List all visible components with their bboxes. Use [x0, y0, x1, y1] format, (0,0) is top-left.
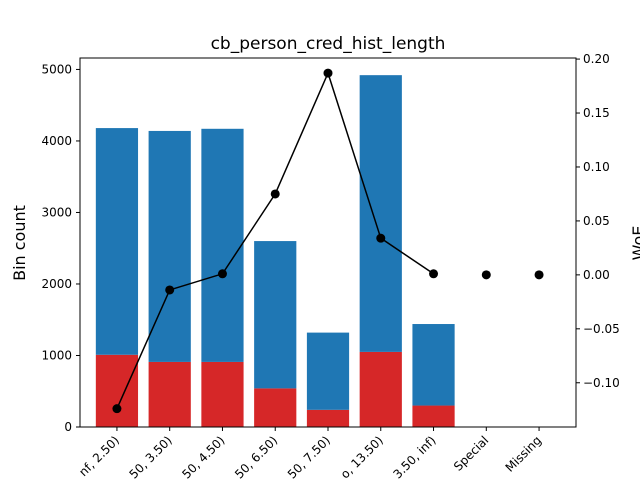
x-tick-label-0: nf, 2.50)	[76, 433, 122, 479]
x-tick-label-6: 3.50, inf)	[390, 433, 438, 480]
x-tick-label-3: 50, 6.50)	[232, 433, 280, 480]
y2-tick-label-4: 0.10	[583, 160, 610, 174]
y-tick-label-3: 3000	[41, 205, 72, 219]
bar-non-event-6	[412, 324, 455, 406]
bar-event-4	[306, 409, 350, 427]
y2-tick-label-5: 0.15	[583, 106, 610, 120]
woe-point-1	[165, 285, 175, 295]
bar-non-event-2	[201, 128, 244, 362]
bottom-axis: nf, 2.50) 50, 3.50) 50, 4.50) 50, 6.50) 50, …	[76, 427, 544, 480]
y2-tick-label-0: −0.10	[583, 376, 620, 390]
y2-tick-label-3: 0.05	[583, 214, 610, 228]
bar-non-event-5	[359, 75, 402, 352]
x-tick-label-1: 50, 3.50)	[127, 433, 175, 480]
woe-point-0	[112, 404, 122, 414]
bar-non-event-3	[254, 241, 297, 389]
woe-point-2	[217, 269, 227, 279]
woe-point-8	[534, 270, 544, 280]
woe-point-5	[376, 233, 386, 243]
y-tick-label-5: 5000	[41, 62, 72, 76]
right-axis: −0.10 −0.05 0.00 0.05 0.10 0.15 0.20	[576, 52, 620, 390]
bar-non-event-1	[148, 130, 191, 362]
x-tick-label-7: Special	[451, 433, 491, 473]
woe-point-4	[323, 68, 333, 78]
bar-non-event-0	[95, 128, 139, 355]
x-tick-label-2: 50, 4.50)	[179, 433, 227, 480]
y-tick-label-4: 4000	[41, 134, 72, 148]
y2-tick-label-6: 0.20	[583, 52, 610, 66]
y2-axis-label: WoE	[629, 226, 640, 261]
woe-point-3	[270, 189, 280, 199]
bar-event-1	[148, 361, 191, 427]
x-tick-label-5: o, 13.50)	[338, 433, 386, 480]
y2-tick-label-2: 0.00	[583, 268, 610, 282]
woe-point-7	[481, 270, 491, 280]
bar-event-3	[254, 388, 297, 427]
bar-event-5	[359, 351, 402, 427]
bars-group	[95, 75, 455, 427]
bar-non-event-4	[306, 332, 350, 410]
y-axis-label: Bin count	[10, 205, 29, 281]
bar-event-6	[412, 405, 455, 427]
y-tick-label-1: 1000	[41, 348, 72, 362]
bar-event-2	[201, 361, 244, 427]
x-tick-label-4: 50, 7.50)	[285, 433, 333, 480]
x-tick-label-8: Missing	[503, 433, 545, 475]
y-tick-label-2: 2000	[41, 277, 72, 291]
bar-event-0	[95, 354, 139, 427]
woe-line-group	[112, 68, 544, 414]
left-axis: 0 1000 2000 3000 4000 5000	[41, 62, 80, 434]
woe-point-6	[429, 269, 439, 279]
y2-tick-label-1: −0.05	[583, 322, 620, 336]
chart-title: cb_person_cred_hist_length	[211, 34, 446, 54]
y-tick-label-0: 0	[64, 420, 72, 434]
